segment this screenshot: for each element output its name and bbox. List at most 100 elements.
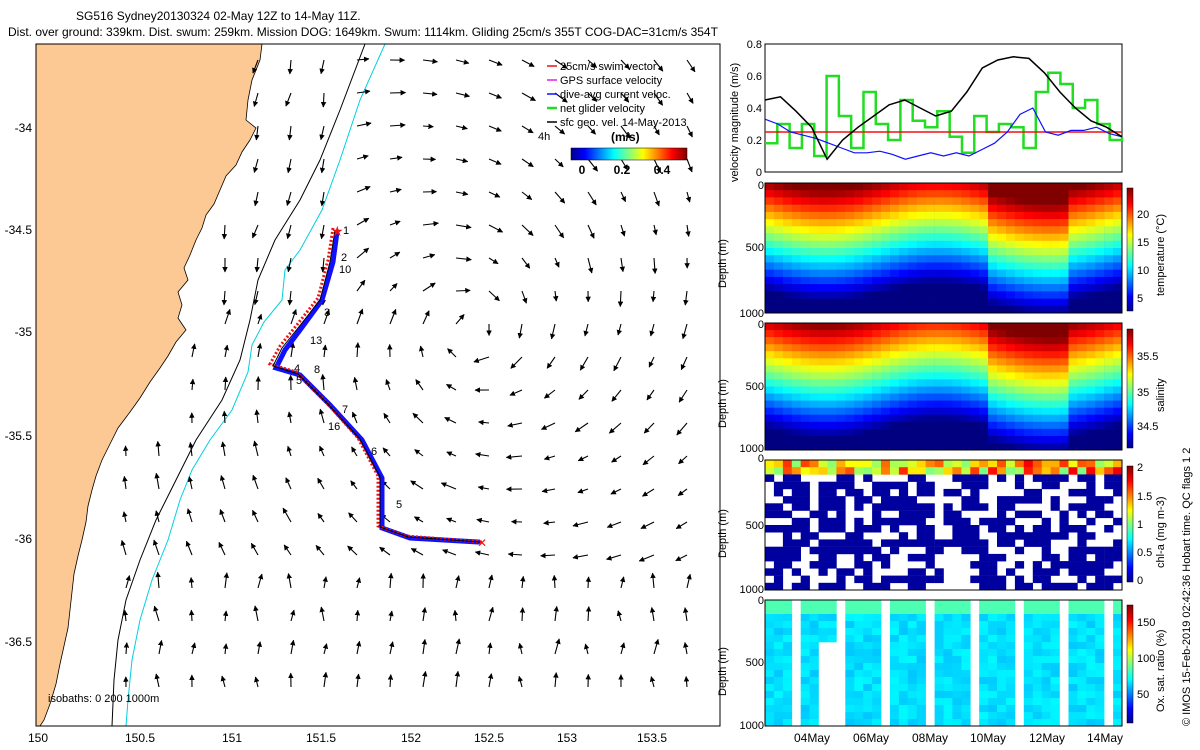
section-cell: [979, 517, 989, 526]
section-cell: [773, 460, 784, 468]
section-cell: [925, 428, 935, 437]
section-cell: [773, 684, 784, 692]
section-cell: [1086, 705, 1096, 713]
section-cell: [997, 684, 1007, 692]
section-cell: [979, 269, 989, 278]
section-cell: [916, 414, 926, 423]
section-cell: [818, 379, 828, 387]
section-cell: [1014, 284, 1025, 292]
section-cell: [890, 323, 900, 331]
section-cell: [979, 642, 989, 650]
section-cell: [845, 600, 855, 608]
section-cell: [1050, 496, 1060, 504]
section-cell: [854, 691, 864, 699]
current-vector: [650, 290, 657, 303]
section-cell: [1095, 298, 1105, 307]
section-cell: [1086, 211, 1096, 220]
section-cell: [988, 691, 998, 699]
section-cell: [890, 197, 900, 205]
section-cell: [961, 298, 971, 307]
section-cell: [800, 400, 810, 408]
section-cell: [1095, 337, 1105, 345]
section-cell: [1006, 284, 1016, 292]
section-cell: [1077, 600, 1087, 608]
section-cell: [1041, 276, 1051, 285]
section-cell: [845, 719, 855, 727]
section-cell: [1014, 330, 1025, 338]
section-cell: [773, 414, 784, 423]
section-cell: [1095, 649, 1105, 657]
section-cell: [863, 561, 873, 569]
section-cell: [1095, 358, 1105, 366]
section-cell: [791, 240, 801, 249]
section-cell: [997, 677, 1007, 685]
section-cell: [1041, 607, 1051, 615]
section-cell: [800, 628, 810, 636]
section-cell: [979, 628, 989, 636]
section-cell: [961, 204, 971, 213]
current-vector: [686, 125, 693, 138]
vel-ytick: 0.4: [747, 103, 762, 115]
section-cell: [765, 240, 775, 249]
section-cell: [881, 269, 891, 278]
current-vector: [286, 224, 292, 240]
section-cell: [890, 635, 900, 643]
section-cell: [800, 233, 810, 242]
section-cell: [854, 677, 864, 685]
section-cell: [1059, 517, 1069, 526]
section-cell: [1113, 546, 1123, 555]
section-cell: [1095, 421, 1105, 430]
section-frame: [764, 459, 1123, 591]
current-vector: [319, 224, 326, 240]
section-cell: [952, 691, 962, 699]
section-cell: [997, 510, 1007, 519]
section-cell: [1032, 323, 1042, 331]
section-cell: [952, 525, 962, 533]
current-vector: [554, 191, 566, 204]
current-vector: [454, 670, 461, 688]
section-cell: [773, 305, 784, 314]
section-cell: [890, 190, 900, 198]
section-cell: [881, 337, 891, 345]
section-cell: [1032, 532, 1042, 540]
section-cell: [1077, 568, 1087, 576]
section-cell: [765, 226, 775, 234]
section-cell: [1032, 344, 1042, 352]
current-vector: [620, 158, 629, 171]
section-cell: [970, 344, 980, 352]
section-cell: [863, 183, 873, 191]
section-cell: [1014, 525, 1025, 533]
section-cell: [961, 670, 971, 678]
section-cell: [890, 642, 900, 650]
current-vector: [488, 574, 494, 589]
section-cell: [979, 600, 989, 608]
section-cell: [1068, 233, 1078, 242]
section-cell: [1023, 712, 1033, 720]
section-cell: [988, 607, 998, 615]
section-cell: [872, 488, 882, 497]
section-cell: [1077, 219, 1087, 227]
section-cell: [907, 233, 917, 242]
section-cell: [818, 496, 828, 504]
section-cell: [997, 323, 1007, 331]
section-cell: [765, 284, 775, 292]
section-cell: [961, 255, 971, 263]
section-cell: [1050, 628, 1060, 636]
current-vector: [649, 676, 656, 688]
section-cell: [952, 407, 962, 416]
section-cell: [934, 240, 944, 249]
section-cell: [1095, 467, 1105, 475]
section-cell: [872, 219, 882, 227]
current-vector: [678, 389, 688, 403]
section-cell: [872, 546, 882, 555]
section-cell: [997, 269, 1007, 278]
section-cell: [1032, 670, 1042, 678]
section-cell: [1023, 323, 1033, 331]
section-cell: [898, 663, 909, 671]
section-cell: [782, 323, 793, 331]
section-cell: [1041, 240, 1051, 249]
section-cell: [925, 435, 935, 444]
section-cell: [872, 183, 882, 191]
vel-ytick: 0.8: [747, 39, 762, 51]
section-cell: [961, 467, 971, 475]
